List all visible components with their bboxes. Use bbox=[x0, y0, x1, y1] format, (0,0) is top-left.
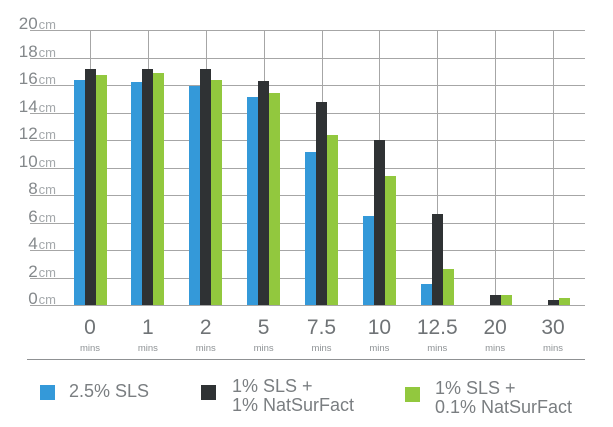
y-axis-label: 18cm bbox=[0, 41, 56, 61]
y-axis-label: 16cm bbox=[0, 70, 56, 88]
y-axis-value: 8 bbox=[28, 179, 38, 198]
x-axis-value: 2 bbox=[199, 316, 212, 339]
x-axis-unit: mins bbox=[253, 343, 274, 354]
x-axis-unit: mins bbox=[542, 343, 564, 354]
bar-1-sls-1-natsurfact-2min bbox=[200, 68, 212, 305]
y-axis-unit: cm bbox=[38, 99, 56, 115]
bar-1-sls-1-natsurfact-7.5min bbox=[316, 101, 327, 305]
y-axis-label: 12cm bbox=[0, 125, 56, 143]
legend-swatch-icon bbox=[405, 387, 420, 402]
y-axis-unit: cm bbox=[38, 209, 56, 225]
legend-swatch-icon bbox=[201, 385, 216, 400]
y-axis-value: 14 bbox=[18, 96, 38, 116]
y-axis-label: 0cm bbox=[0, 290, 56, 308]
gridline-horizontal bbox=[30, 57, 585, 59]
legend-label-line: 2.5% SLS bbox=[69, 381, 150, 401]
y-axis-value: 2 bbox=[28, 261, 38, 281]
gridline-horizontal bbox=[30, 85, 585, 86]
x-axis-value: 7.5 bbox=[306, 316, 337, 339]
y-axis-unit: cm bbox=[38, 292, 56, 307]
x-axis-unit: mins bbox=[137, 343, 158, 354]
x-axis-unit: mins bbox=[311, 343, 332, 354]
legend-label-line: 1% SLS + bbox=[435, 378, 516, 398]
y-axis-unit: cm bbox=[38, 72, 56, 87]
x-axis-unit: mins bbox=[369, 343, 390, 354]
gridline-vertical bbox=[553, 30, 554, 305]
bar-1-sls-0.1-natsurfact-10min bbox=[384, 175, 396, 305]
x-axis-value: 0 bbox=[84, 316, 96, 339]
y-axis-label: 14cm bbox=[0, 96, 56, 116]
y-axis-unit: cm bbox=[38, 182, 56, 197]
y-axis-label: 10cm bbox=[0, 151, 56, 171]
y-axis-label: 2cm bbox=[0, 261, 56, 281]
bar-1-sls-0.1-natsurfact-30min bbox=[558, 298, 570, 305]
bar-1-sls-1-natsurfact-0min bbox=[84, 68, 96, 305]
x-axis-value: 1 bbox=[142, 316, 154, 339]
bar-1-sls-1-natsurfact-30min bbox=[547, 299, 559, 305]
y-axis-value: 4 bbox=[28, 234, 38, 253]
legend-label-line: 0.1% NatSurFact bbox=[435, 397, 573, 417]
x-axis-value: 5 bbox=[257, 316, 270, 339]
x-axis-value: 30 bbox=[541, 316, 565, 339]
gridline-vertical bbox=[495, 30, 497, 305]
x-axis-unit: mins bbox=[195, 343, 216, 354]
y-axis-unit: cm bbox=[38, 127, 56, 142]
bar-1-sls-0.1-natsurfact-2min bbox=[211, 79, 223, 305]
y-axis-value: 18 bbox=[18, 41, 38, 61]
gridline-horizontal bbox=[30, 305, 585, 306]
bar-1-sls-0.1-natsurfact-12.5min bbox=[442, 269, 454, 305]
x-axis-value: 10 bbox=[367, 316, 392, 339]
y-axis-label: 8cm bbox=[0, 180, 56, 198]
gridline-horizontal bbox=[30, 140, 585, 141]
legend-divider bbox=[27, 359, 585, 360]
y-axis-label: 20cm bbox=[0, 15, 56, 33]
x-axis-value: 20 bbox=[483, 316, 507, 339]
bar-1-sls-1-natsurfact-20min bbox=[489, 295, 501, 305]
legend-label-line: 1% NatSurFact bbox=[232, 395, 355, 415]
bar-2.5-sls-12.5min bbox=[420, 284, 432, 305]
legend-label-line: 1% SLS + bbox=[232, 376, 313, 396]
gridline-horizontal bbox=[30, 30, 585, 31]
bar-2.5-sls-2min bbox=[189, 86, 201, 305]
bar-1-sls-1-natsurfact-5min bbox=[258, 80, 270, 305]
x-axis-unit: mins bbox=[79, 343, 101, 354]
y-axis-value: 0 bbox=[28, 289, 38, 308]
bar-1-sls-0.1-natsurfact-1min bbox=[153, 72, 165, 305]
bar-2.5-sls-0min bbox=[73, 79, 85, 305]
gridline-horizontal bbox=[30, 112, 585, 114]
bar-1-sls-0.1-natsurfact-7.5min bbox=[327, 134, 338, 305]
x-axis-unit: mins bbox=[485, 343, 506, 354]
y-axis-unit: cm bbox=[38, 154, 56, 170]
bar-2.5-sls-1min bbox=[131, 82, 143, 305]
y-axis-value: 6 bbox=[28, 206, 38, 226]
bar-2.5-sls-10min bbox=[362, 215, 374, 305]
bar-1-sls-1-natsurfact-1min bbox=[142, 68, 154, 305]
bar-1-sls-0.1-natsurfact-0min bbox=[95, 75, 107, 305]
y-axis-value: 12 bbox=[18, 124, 38, 143]
y-axis-unit: cm bbox=[38, 17, 56, 32]
y-axis-value: 16 bbox=[18, 69, 38, 88]
legend-item-label: 2.5% SLS bbox=[69, 382, 149, 401]
bar-2.5-sls-5min bbox=[247, 97, 259, 305]
y-axis-unit: cm bbox=[38, 264, 56, 280]
y-axis-value: 10 bbox=[18, 151, 38, 171]
legend-item-label: 1% SLS +1% NatSurFact bbox=[232, 377, 354, 415]
gridline-vertical bbox=[437, 30, 439, 305]
x-axis-unit: mins bbox=[427, 343, 448, 354]
y-axis-label: 4cm bbox=[0, 235, 56, 253]
y-axis-unit: cm bbox=[38, 44, 56, 60]
y-axis-label: 6cm bbox=[0, 206, 56, 226]
legend-item-label: 1% SLS +0.1% NatSurFact bbox=[435, 379, 572, 417]
bar-2.5-sls-7.5min bbox=[305, 152, 316, 305]
y-axis-value: 20 bbox=[18, 14, 38, 33]
bar-1-sls-0.1-natsurfact-20min bbox=[500, 295, 512, 305]
bar-1-sls-1-natsurfact-10min bbox=[373, 140, 385, 305]
bar-1-sls-1-natsurfact-12.5min bbox=[431, 214, 443, 305]
y-axis-unit: cm bbox=[38, 237, 56, 252]
x-axis-value: 12.5 bbox=[416, 316, 458, 339]
legend-swatch-icon bbox=[40, 385, 55, 400]
bar-1-sls-0.1-natsurfact-5min bbox=[269, 93, 281, 305]
